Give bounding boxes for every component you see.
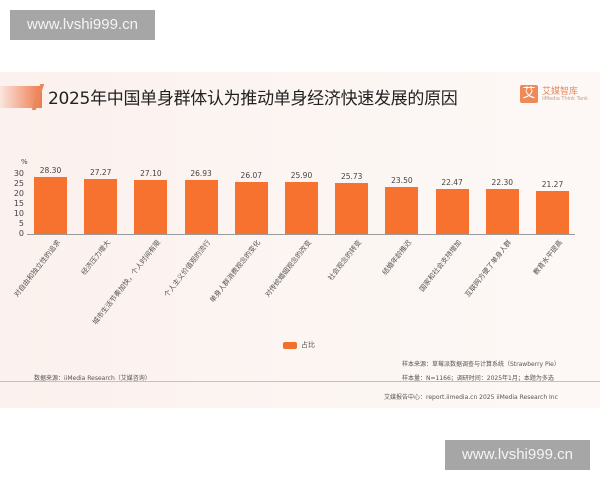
sample-size-note: 样本量：N=1166；调研时间：2025年1月；本题为多选 bbox=[402, 375, 554, 382]
bar bbox=[385, 187, 419, 234]
sample-source-note: 样本来源：草莓派数据调查与计算系统（Strawberry Pie） bbox=[402, 361, 560, 368]
bar bbox=[134, 179, 168, 234]
bar bbox=[34, 177, 67, 234]
bar-value-label: 26.07 bbox=[240, 170, 263, 180]
bar bbox=[234, 181, 268, 234]
category-label: 个人主义价值观的流行 bbox=[162, 238, 213, 299]
bar bbox=[435, 189, 469, 234]
infographic-panel: 2025年中国单身群体认为推动单身经济快速发展的原因 艾 艾媒智库 iiMedi… bbox=[0, 72, 600, 408]
bar bbox=[285, 182, 318, 234]
bar bbox=[335, 182, 369, 234]
y-tick-label: 0 bbox=[18, 229, 24, 238]
logo-name: 艾媒智库 bbox=[542, 87, 579, 97]
category-label: 结婚年龄推迟 bbox=[380, 238, 413, 277]
category-label: 互联网方便了单身人群 bbox=[464, 238, 514, 299]
y-tick-label: 5 bbox=[18, 219, 24, 228]
bar-chart: % 30 25 20 15 10 5 0 28.30 对自由和独立性的追求 27.27 经济压力增大… bbox=[0, 72, 600, 408]
watermark-top: www.lvshi999.cn bbox=[10, 10, 155, 40]
category-label: 教育水平提高 bbox=[531, 238, 564, 277]
category-label: 经济压力增大 bbox=[79, 238, 112, 277]
bar bbox=[184, 180, 218, 234]
footer-divider bbox=[0, 381, 600, 382]
logo-mark-icon: 艾 bbox=[520, 85, 538, 103]
category-label: 社会观念的转变 bbox=[326, 238, 363, 283]
chart-title: 2025年中国单身群体认为推动单身经济快速发展的原因 bbox=[48, 89, 458, 109]
y-tick-label: 10 bbox=[13, 209, 24, 218]
iimedia-logo: 艾 艾媒智库 iiMedia Think Tank bbox=[520, 81, 590, 109]
bar-value-label: 23.50 bbox=[391, 176, 413, 185]
footer-credit: 艾媒报告中心：report.iimedia.cn 2025 iiMedia Re… bbox=[384, 394, 558, 401]
watermark-bottom: www.lvshi999.cn bbox=[445, 440, 590, 470]
bar-value-label: 21.27 bbox=[541, 180, 564, 190]
y-tick-label: 25 bbox=[13, 179, 24, 188]
category-label: 单身人群消费观念的变化 bbox=[208, 238, 263, 305]
bar-value-label: 22.47 bbox=[441, 178, 463, 188]
y-tick-label: 15 bbox=[13, 199, 24, 208]
bar-value-label: 27.27 bbox=[89, 168, 112, 178]
category-label: 国家和社会支持增加 bbox=[418, 238, 464, 294]
legend-label: 占比 bbox=[301, 341, 315, 349]
y-tick-label: 20 bbox=[13, 189, 24, 198]
bar-value-label: 26.93 bbox=[190, 169, 212, 179]
y-tick-label: 30 bbox=[13, 169, 24, 178]
bar-value-label: 27.10 bbox=[140, 168, 162, 178]
bar-value-label: 25.90 bbox=[290, 171, 313, 181]
category-label: 对传统婚姻观念的改变 bbox=[263, 238, 313, 299]
category-label: 对自由和独立性的追求 bbox=[12, 238, 62, 299]
bar bbox=[84, 179, 118, 234]
legend-swatch bbox=[283, 342, 297, 349]
logo-subtitle: iiMedia Think Tank bbox=[542, 96, 589, 102]
title-accent-bar bbox=[0, 86, 42, 108]
bar-value-label: 22.30 bbox=[491, 178, 514, 188]
x-axis-line bbox=[27, 234, 575, 235]
bar-value-label: 25.73 bbox=[340, 171, 363, 181]
y-axis-unit: % bbox=[21, 158, 28, 166]
data-source-note: 数据来源：iiMedia Research（艾媒咨询） bbox=[34, 375, 151, 382]
bar bbox=[485, 189, 519, 234]
bar bbox=[536, 191, 569, 234]
bar-value-label: 28.30 bbox=[39, 166, 62, 176]
